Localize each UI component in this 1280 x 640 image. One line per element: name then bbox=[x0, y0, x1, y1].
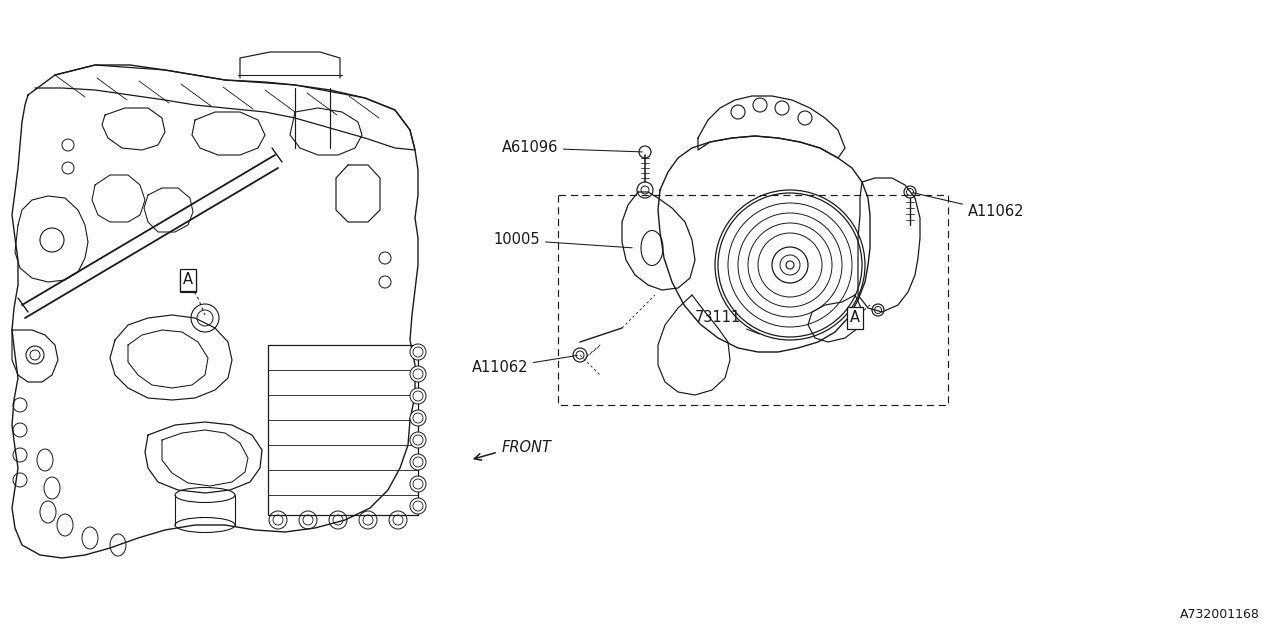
Text: A732001168: A732001168 bbox=[1180, 609, 1260, 621]
Circle shape bbox=[716, 190, 865, 340]
Text: A11062: A11062 bbox=[913, 193, 1024, 220]
Text: FRONT: FRONT bbox=[502, 440, 552, 456]
Text: 73111: 73111 bbox=[695, 310, 759, 334]
Circle shape bbox=[410, 476, 426, 492]
Text: A: A bbox=[850, 310, 860, 326]
Circle shape bbox=[410, 366, 426, 382]
Circle shape bbox=[410, 432, 426, 448]
Circle shape bbox=[410, 344, 426, 360]
Circle shape bbox=[786, 261, 794, 269]
Circle shape bbox=[410, 498, 426, 514]
Circle shape bbox=[410, 410, 426, 426]
Text: A61096: A61096 bbox=[502, 141, 643, 156]
Text: A11062: A11062 bbox=[471, 355, 577, 376]
Circle shape bbox=[410, 454, 426, 470]
Circle shape bbox=[410, 388, 426, 404]
Text: 10005: 10005 bbox=[493, 232, 632, 248]
Text: A: A bbox=[183, 273, 193, 287]
Text: A: A bbox=[183, 275, 193, 289]
